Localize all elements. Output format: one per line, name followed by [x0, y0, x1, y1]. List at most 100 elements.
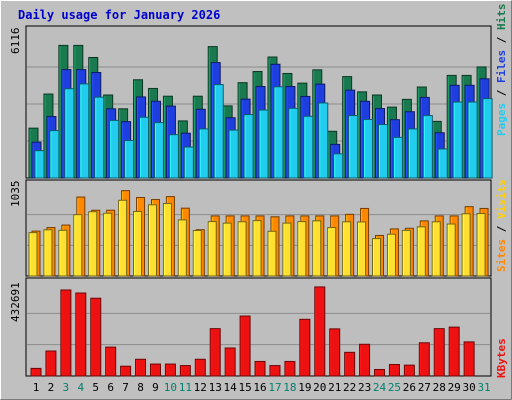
- x-tick-label: 5: [92, 381, 99, 394]
- bar-pages-day-7: Pages: 1550: [124, 139, 135, 179]
- bar-visits-day-19: Visits: 612: [297, 221, 307, 277]
- bar-kbytes-day-19: KBytes: 261000: [299, 318, 311, 377]
- x-tick-label: 28: [433, 381, 446, 394]
- bar-kbytes-day-16: KBytes: 67000: [254, 360, 266, 377]
- x-tick-label: 22: [343, 381, 356, 394]
- bar-kbytes-day-2: KBytes: 115000: [45, 350, 57, 377]
- bar-kbytes-day-13: KBytes: 218000: [209, 328, 221, 377]
- legend-sep-2: /: [495, 30, 508, 50]
- bar-visits-day-20: Visits: 621: [312, 220, 322, 277]
- x-tick-label: 18: [283, 381, 296, 394]
- bar-pages-day-3: Pages: 3690: [64, 88, 75, 179]
- legend-sep-3: /: [495, 219, 508, 239]
- bar-kbytes-day-5: KBytes: 358000: [90, 297, 102, 377]
- bar-kbytes-day-25: KBytes: 53000: [388, 363, 400, 377]
- x-axis-day-labels: 1 2 3 4 5 6 7 8 9 10 11 12 13 14 15 16 17 18 19 20 21 22 23 24 2…: [33, 381, 491, 394]
- bar-visits-day-4: Visits: 690: [73, 214, 83, 277]
- bar-kbytes-day-20: KBytes: 410000: [314, 286, 326, 377]
- chart-title: Daily usage for January 2026: [18, 8, 220, 22]
- bar-kbytes-day-9: KBytes: 55000: [149, 363, 161, 377]
- x-tick-label: 16: [253, 381, 266, 394]
- bar-kbytes-day-22: KBytes: 109000: [344, 351, 356, 377]
- bar-visits-day-9: Visits: 801: [147, 204, 157, 277]
- x-tick-label: 9: [152, 381, 159, 394]
- bar-pages-day-14: Pages: 1980: [228, 129, 239, 179]
- bar-kbytes-day-8: KBytes: 77000: [135, 358, 147, 377]
- x-tick-label: 15: [238, 381, 251, 394]
- bar-kbytes-day-15: KBytes: 276000: [239, 315, 251, 377]
- bar-pages-day-16: Pages: 2810: [258, 109, 269, 179]
- x-tick-label: 4: [77, 381, 84, 394]
- bar-kbytes-day-12: KBytes: 77000: [194, 358, 206, 377]
- bar-visits-day-11: Visits: 631: [177, 219, 187, 277]
- bar-pages-day-24: Pages: 2210: [378, 124, 389, 179]
- x-tick-label: 25: [388, 381, 401, 394]
- sites-visits-panel: Sites: 505Sites: 545Sites: 573Sites: 888…: [25, 179, 492, 277]
- bar-visits-day-8: Visits: 726: [133, 210, 143, 277]
- bar-pages-day-9: Pages: 2290: [153, 122, 164, 179]
- bar-pages-day-11: Pages: 1280: [183, 146, 194, 179]
- bar-visits-day-21: Visits: 545: [327, 227, 337, 277]
- bar-visits-day-27: Visits: 553: [416, 226, 426, 277]
- x-tick-label: 10: [164, 381, 177, 394]
- x-tick-label: 13: [209, 381, 222, 394]
- bar-visits-day-10: Visits: 816: [162, 202, 172, 277]
- bar-pages-day-22: Pages: 2580: [348, 115, 359, 179]
- bar-pages-day-18: Pages: 2880: [288, 107, 299, 179]
- x-tick-label: 8: [137, 381, 144, 394]
- bar-kbytes-day-26: KBytes: 50000: [403, 364, 415, 377]
- x-tick-label: 2: [48, 381, 55, 394]
- bar-kbytes-day-10: KBytes: 55000: [164, 363, 176, 377]
- bar-pages-day-19: Pages: 2550: [303, 115, 314, 179]
- x-tick-label: 12: [194, 381, 207, 394]
- bar-kbytes-day-18: KBytes: 67000: [284, 360, 296, 377]
- bar-visits-day-15: Visits: 610: [237, 221, 247, 277]
- plot-area: [25, 277, 492, 377]
- bar-kbytes-day-14: KBytes: 129000: [224, 347, 236, 377]
- bar-pages-day-28: Pages: 1200: [437, 148, 448, 179]
- bar-kbytes-day-30: KBytes: 157000: [463, 341, 475, 377]
- legend-pages: Pages: [495, 103, 508, 136]
- bar-visits-day-30: Visits: 700: [461, 213, 471, 277]
- panel2-ymax-label: 1035: [9, 181, 22, 208]
- x-tick-label: 24: [373, 381, 387, 394]
- bar-kbytes-day-24: KBytes: 30000: [374, 368, 386, 377]
- bar-kbytes-day-29: KBytes: 225000: [448, 326, 460, 377]
- bar-pages-day-4: Pages: 3890: [79, 83, 90, 179]
- x-tick-label: 7: [122, 381, 129, 394]
- bar-kbytes-day-21: KBytes: 217000: [329, 328, 341, 377]
- bar-kbytes-day-17: KBytes: 48000: [269, 365, 281, 377]
- bar-kbytes-day-23: KBytes: 146000: [359, 343, 371, 377]
- bar-visits-day-29: Visits: 585: [446, 223, 456, 277]
- legend-visits: Visits: [495, 179, 508, 219]
- bar-kbytes-day-27: KBytes: 153000: [418, 342, 430, 377]
- legend-sep-1: /: [495, 83, 508, 103]
- x-tick-label: 29: [448, 381, 461, 394]
- bar-visits-day-23: Visits: 608: [357, 221, 367, 277]
- bar-visits-day-22: Visits: 610: [342, 221, 352, 277]
- bar-pages-day-2: Pages: 1960: [49, 130, 60, 179]
- bar-kbytes-day-28: KBytes: 218000: [433, 328, 445, 377]
- panel1-ymax-label: 6116: [9, 28, 22, 55]
- kbytes-panel: KBytes: 35000KBytes: 115000KBytes: 39600…: [25, 277, 492, 377]
- bar-visits-day-2: Visits: 520: [43, 229, 53, 277]
- bar-pages-day-30: Pages: 3140: [467, 101, 478, 179]
- bar-kbytes-day-3: KBytes: 396000: [60, 289, 72, 377]
- bar-pages-day-5: Pages: 3340: [94, 96, 105, 179]
- bar-visits-day-25: Visits: 470: [386, 233, 396, 277]
- x-tick-label: 30: [463, 381, 476, 394]
- bar-kbytes-day-4: KBytes: 382000: [75, 292, 87, 377]
- bar-pages-day-31: Pages: 3280: [482, 98, 493, 179]
- legend-hits-files-pages: Pages / Files / Hits: [495, 4, 508, 137]
- x-tick-label: 26: [403, 381, 416, 394]
- x-tick-label: 11: [179, 381, 192, 394]
- bar-kbytes-day-11: KBytes: 48000: [179, 365, 191, 377]
- bar-visits-day-1: Visits: 488: [28, 232, 38, 277]
- bar-visits-day-12: Visits: 512: [192, 229, 202, 277]
- bar-visits-day-13: Visits: 612: [207, 221, 217, 277]
- bar-visits-day-14: Visits: 595: [222, 222, 232, 277]
- bar-visits-day-7: Visits: 852: [118, 199, 128, 277]
- x-tick-label: 23: [358, 381, 371, 394]
- bar-kbytes-day-1: KBytes: 35000: [30, 367, 42, 377]
